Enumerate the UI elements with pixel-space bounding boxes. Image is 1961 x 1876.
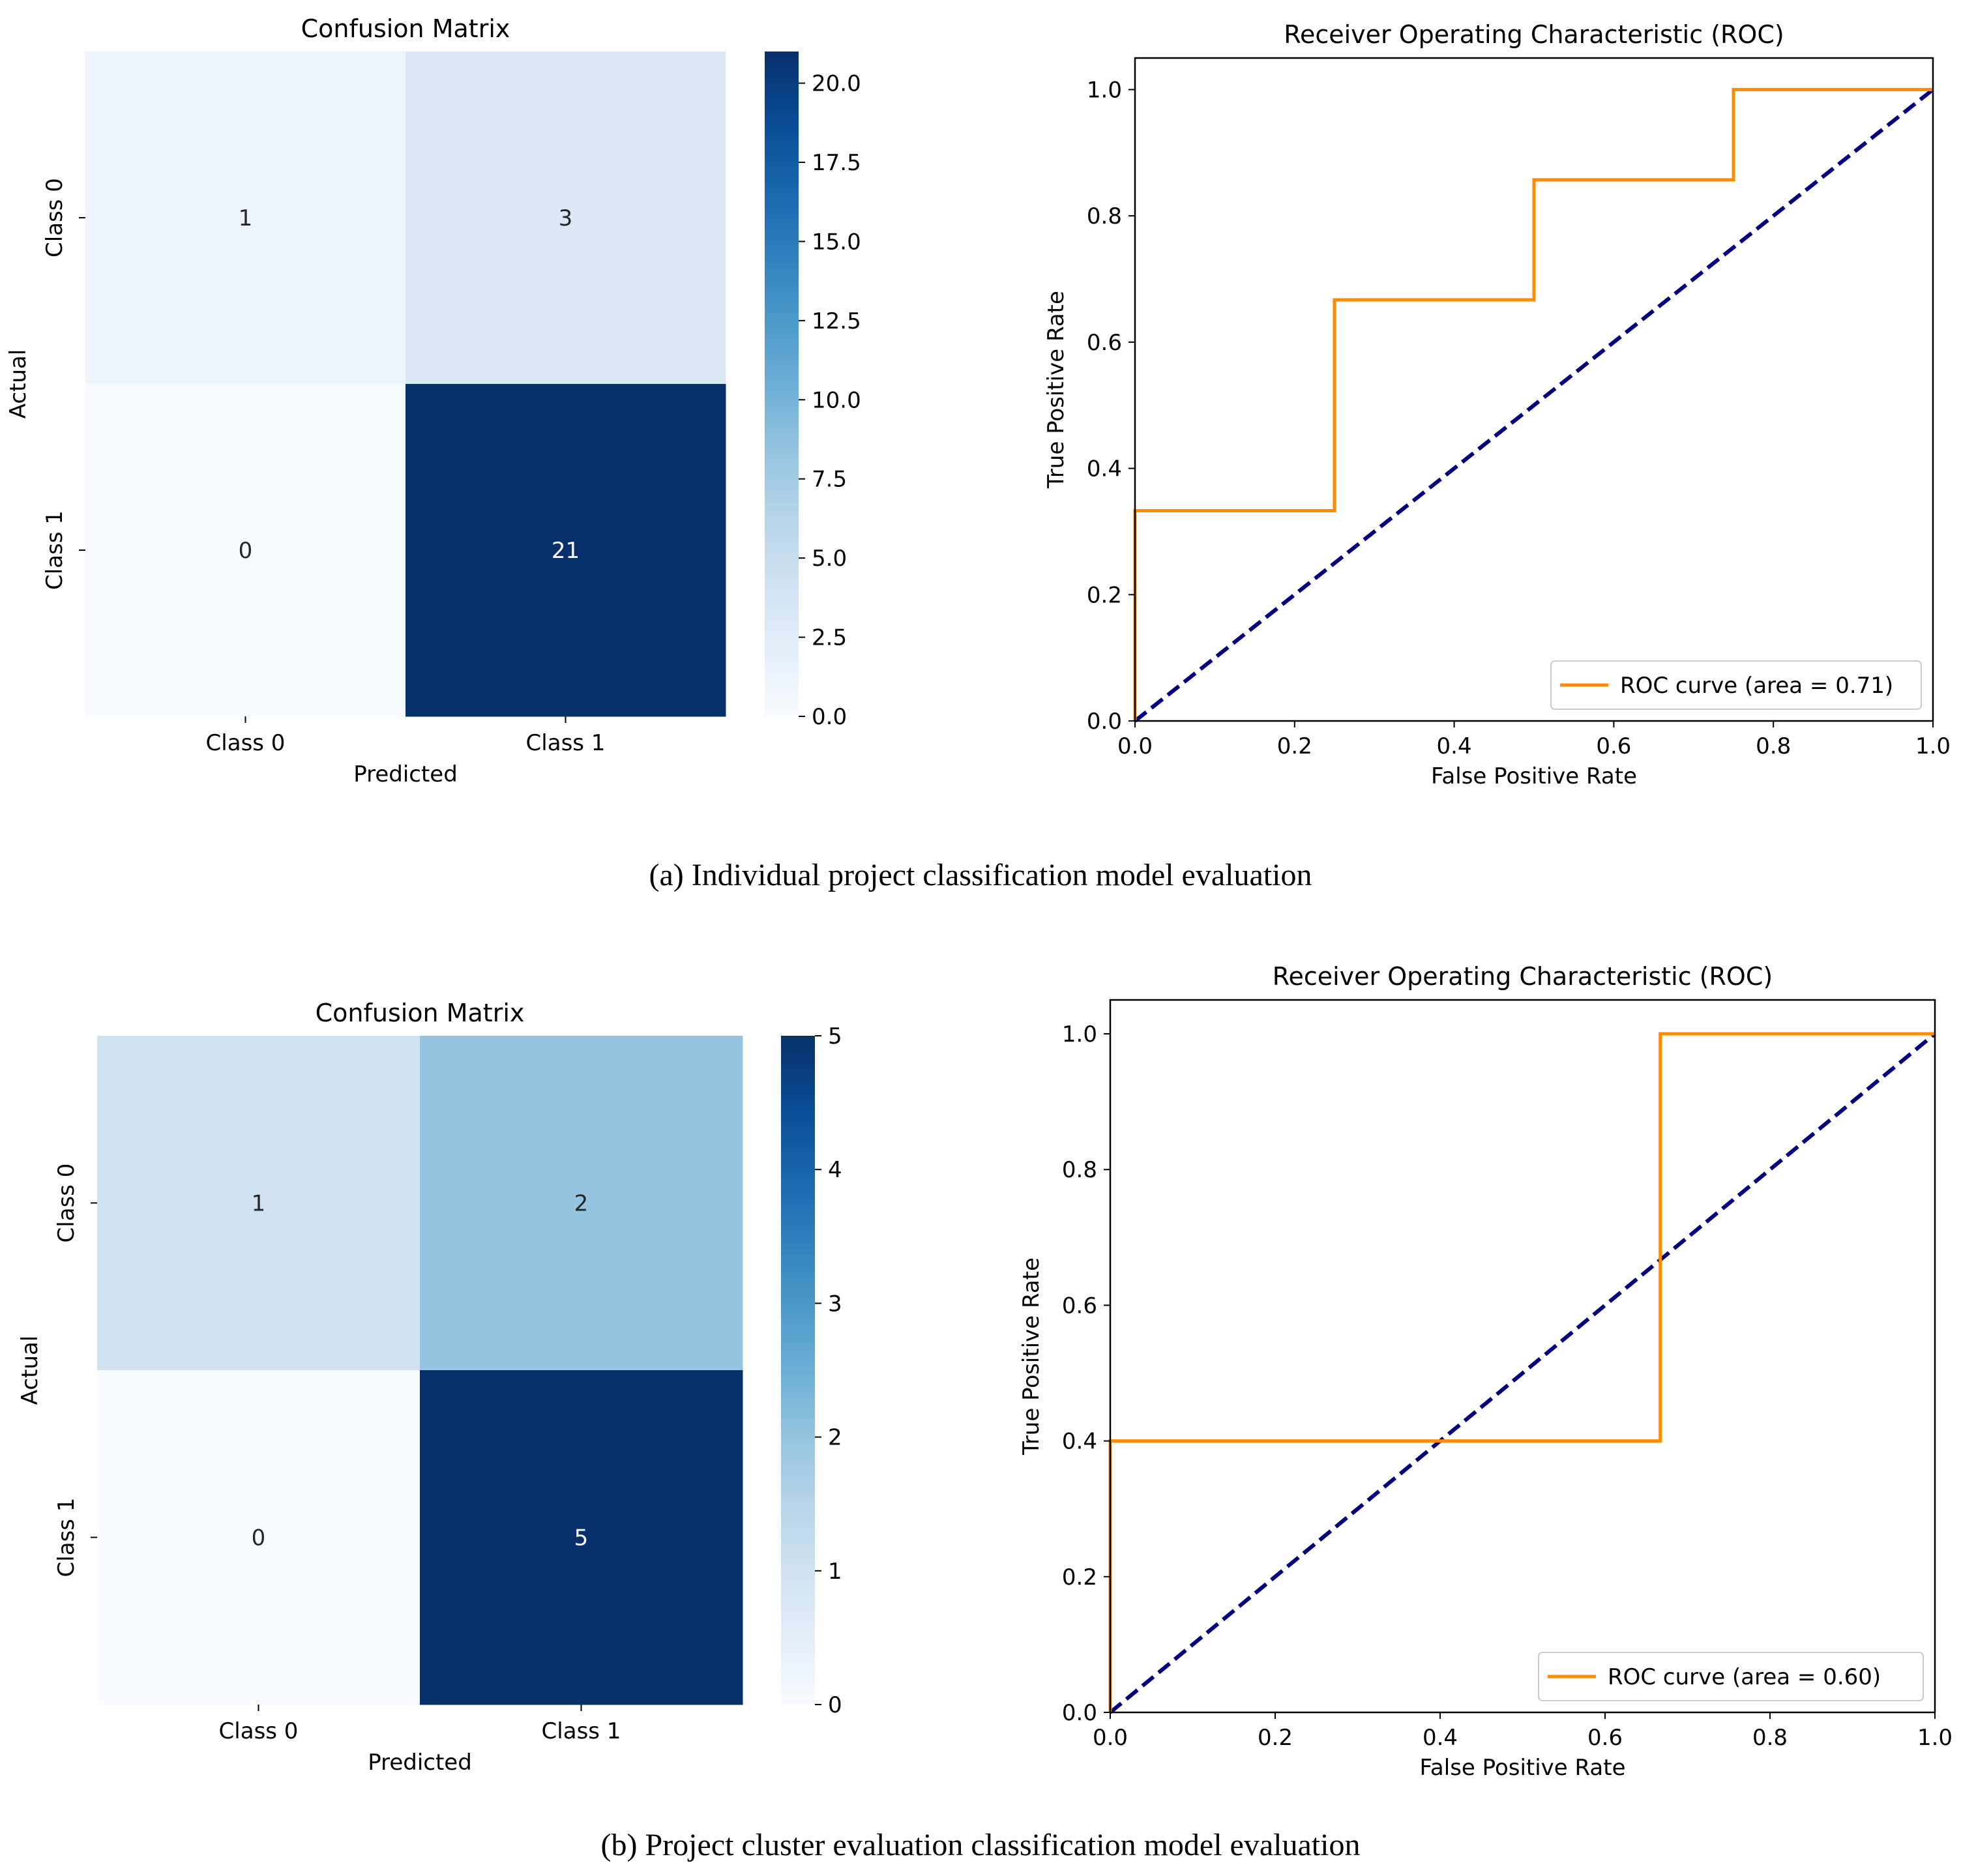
x-tick-label: 0.0 <box>1117 733 1153 759</box>
legend-label: ROC curve (area = 0.71) <box>1620 673 1893 699</box>
x-tick-label: 1.0 <box>1915 733 1951 759</box>
roc-curve <box>1133 87 1933 721</box>
y-tick-label: Class 1 <box>42 510 68 590</box>
colorbar <box>765 51 799 716</box>
caption-b: (b) Project cluster evaluation classific… <box>601 1828 1361 1862</box>
colorbar-tick-label: 4 <box>828 1157 842 1183</box>
y-tick-label: Class 0 <box>42 178 68 257</box>
y-axis-label: True Positive Rate <box>1018 1257 1044 1456</box>
roc-title: Receiver Operating Characteristic (ROC) <box>1284 20 1784 49</box>
heatmap-cell <box>85 384 406 717</box>
confusion-matrix-a: Confusion Matrix 1 3 0 21 Class 0 Class 1 Class… <box>5 14 861 787</box>
legend-box <box>1550 660 1922 710</box>
x-axis-label: Predicted <box>353 761 458 787</box>
heatmap-cell <box>420 1370 743 1705</box>
roc-chart-b: Receiver Operating Characteristic (ROC) 0… <box>1018 962 1953 1781</box>
colorbar-tick-label: 3 <box>828 1291 842 1317</box>
x-tick-label: 0.8 <box>1756 733 1791 759</box>
heatmap-cell <box>420 1036 743 1371</box>
y-tick-label: 0.6 <box>1062 1293 1097 1319</box>
x-tick-label: Class 1 <box>542 1718 621 1744</box>
cell-value: 5 <box>574 1525 589 1551</box>
colorbar-tick-label: 0 <box>828 1692 842 1718</box>
cell-value: 2 <box>574 1191 589 1217</box>
colorbar-tick-label: 17.5 <box>812 150 861 176</box>
colorbar-tick-label: 0.0 <box>812 704 847 730</box>
confusion-matrix-b: Confusion Matrix 1 2 0 5 Class 0 Class 1 Class … <box>17 999 842 1776</box>
y-tick-label: 0.6 <box>1087 330 1122 356</box>
x-axis-label: False Positive Rate <box>1420 1755 1626 1781</box>
y-tick-label: 0.4 <box>1087 456 1122 482</box>
heatmap-cell <box>405 51 726 385</box>
y-axis-label: Actual <box>5 349 31 419</box>
y-axis-label: Actual <box>17 1336 43 1405</box>
x-axis-label: False Positive Rate <box>1431 763 1637 789</box>
colorbar-tick-label: 15.0 <box>812 229 861 255</box>
plot-frame <box>1134 57 1934 722</box>
cell-value: 3 <box>559 205 573 231</box>
heatmap-cell <box>97 1036 420 1371</box>
colorbar <box>781 1036 815 1705</box>
x-tick-label: 0.6 <box>1587 1725 1623 1751</box>
chance-line <box>1134 88 1934 723</box>
y-axis-label: True Positive Rate <box>1043 291 1069 489</box>
heatmap-title: Confusion Matrix <box>316 999 525 1027</box>
colorbar-tick-label: 20.0 <box>812 71 861 97</box>
x-tick-label: 0.4 <box>1437 733 1472 759</box>
x-tick-label: 0.0 <box>1093 1725 1128 1751</box>
y-tick-label: 0.8 <box>1087 203 1122 229</box>
y-tick-label: 0.2 <box>1087 582 1122 608</box>
legend: ROC curve (area = 0.71) <box>1550 660 1922 710</box>
colorbar-tick-label: 10.0 <box>812 387 861 413</box>
y-tick-label: Class 0 <box>53 1164 80 1243</box>
x-tick-label: 1.0 <box>1917 1725 1953 1751</box>
x-tick-label: Class 0 <box>219 1718 299 1744</box>
caption-a: (a) Individual project classification mo… <box>649 858 1312 892</box>
x-axis-label: Predicted <box>368 1750 472 1776</box>
legend: ROC curve (area = 0.60) <box>1538 1652 1924 1701</box>
x-tick-label: 0.8 <box>1752 1725 1788 1751</box>
chance-line <box>1109 1032 1936 1714</box>
cell-value: 0 <box>252 1525 266 1551</box>
y-tick-label: 0.8 <box>1062 1157 1097 1183</box>
colorbar-tick-label: 2.5 <box>812 625 847 651</box>
y-tick-label: Class 1 <box>53 1498 80 1577</box>
y-tick-label: 0.4 <box>1062 1429 1097 1455</box>
y-tick-label: 1.0 <box>1062 1021 1097 1048</box>
colorbar-tick-label: 1 <box>828 1559 842 1585</box>
x-tick-label: 0.2 <box>1277 733 1312 759</box>
heatmap-cell <box>405 384 726 717</box>
y-tick-label: 0.2 <box>1062 1564 1097 1590</box>
cell-value: 1 <box>252 1191 266 1217</box>
roc-title: Receiver Operating Characteristic (ROC) <box>1273 962 1773 991</box>
cell-value: 0 <box>239 538 253 564</box>
colorbar-tick-label: 7.5 <box>812 467 847 493</box>
y-tick-label: 0.0 <box>1062 1700 1097 1726</box>
heatmap-cell <box>85 51 406 385</box>
roc-chart-a: Receiver Operating Characteristic (ROC) 0… <box>1043 20 1951 789</box>
colorbar-tick-label: 5.0 <box>812 546 847 572</box>
x-tick-label: 0.6 <box>1596 733 1631 759</box>
x-tick-label: Class 0 <box>206 730 286 756</box>
x-tick-label: Class 1 <box>526 730 606 756</box>
legend-box <box>1538 1652 1924 1701</box>
cell-value: 21 <box>552 538 580 564</box>
colorbar-tick-label: 5 <box>828 1023 842 1049</box>
heatmap-cell <box>97 1370 420 1705</box>
colorbar-tick-label: 12.5 <box>812 308 861 334</box>
plot-frame <box>1109 999 1936 1714</box>
y-tick-label: 0.0 <box>1087 709 1122 735</box>
x-tick-label: 0.4 <box>1423 1725 1458 1751</box>
cell-value: 1 <box>239 205 253 231</box>
heatmap-title: Confusion Matrix <box>301 14 510 43</box>
x-tick-label: 0.2 <box>1258 1725 1293 1751</box>
y-tick-label: 1.0 <box>1087 77 1122 103</box>
colorbar-tick-label: 2 <box>828 1425 842 1451</box>
legend-label: ROC curve (area = 0.60) <box>1608 1664 1881 1690</box>
